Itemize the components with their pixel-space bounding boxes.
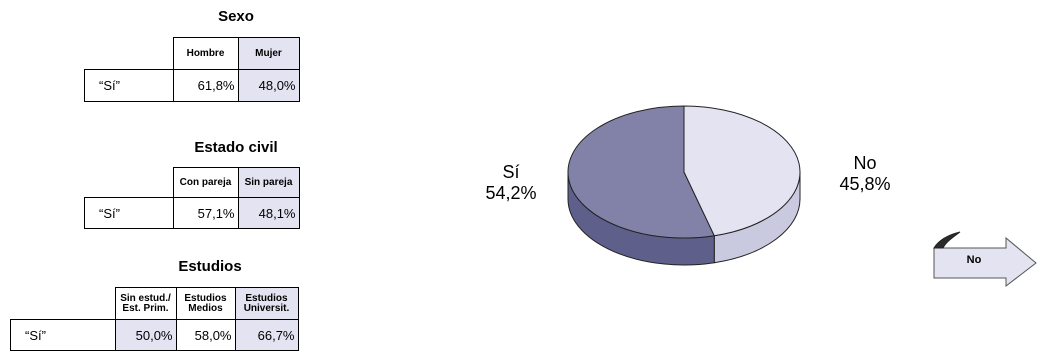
table-corner <box>11 288 116 320</box>
pie-label-si: Sí 54,2% <box>466 162 556 204</box>
cell-hombre: 61,8% <box>172 69 239 102</box>
pie-slice-si <box>567 105 715 239</box>
cell-sin-pareja: 48,1% <box>237 197 300 229</box>
col-header-estudios-medios: Estudios Medios <box>175 287 236 320</box>
table-title-estudios: Estudios <box>178 258 242 275</box>
arrow-label: No <box>966 254 982 266</box>
pie-label-no-name: No <box>853 153 877 173</box>
table-title-estado-civil: Estado civil <box>194 139 278 156</box>
col-header-con-pareja: Con pareja <box>172 167 239 198</box>
row-label-si: “Sí” <box>10 319 116 351</box>
cell-sin-estud: 50,0% <box>114 319 177 351</box>
pie-chart <box>567 105 801 266</box>
row-label-si: “Sí” <box>84 197 174 229</box>
table-estudios: Sin estud./ Est. Prim. Estudios Medios E… <box>10 287 299 351</box>
pie-label-si-value: 54,2% <box>485 183 537 203</box>
col-header-mujer: Mujer <box>237 37 300 70</box>
cell-estudios-medios: 58,0% <box>175 319 236 351</box>
col-header-sin-estud: Sin estud./ Est. Prim. <box>114 287 177 320</box>
table-estado-civil: Con pareja Sin pareja “Sí” 57,1% 48,1% <box>84 167 300 229</box>
table-sexo: Hombre Mujer “Sí” 61,8% 48,0% <box>84 37 300 102</box>
table-corner <box>85 168 174 198</box>
col-header-hombre: Hombre <box>172 37 239 70</box>
col-header-sin-pareja: Sin pareja <box>237 167 300 198</box>
col-header-estudios-universit: Estudios Universit. <box>234 287 299 320</box>
pie-label-no: No 45,8% <box>820 153 910 195</box>
pie-label-no-value: 45,8% <box>839 174 891 194</box>
pie-slice-no <box>683 105 801 237</box>
table-corner <box>85 38 174 70</box>
cell-estudios-universit: 66,7% <box>234 319 299 351</box>
curved-arrow-icon <box>933 231 1037 288</box>
cell-con-pareja: 57,1% <box>172 197 239 229</box>
pie-label-si-name: Sí <box>502 162 520 182</box>
cell-mujer: 48,0% <box>237 69 300 102</box>
row-label-si: “Sí” <box>84 69 174 102</box>
table-title-sexo: Sexo <box>218 8 254 25</box>
